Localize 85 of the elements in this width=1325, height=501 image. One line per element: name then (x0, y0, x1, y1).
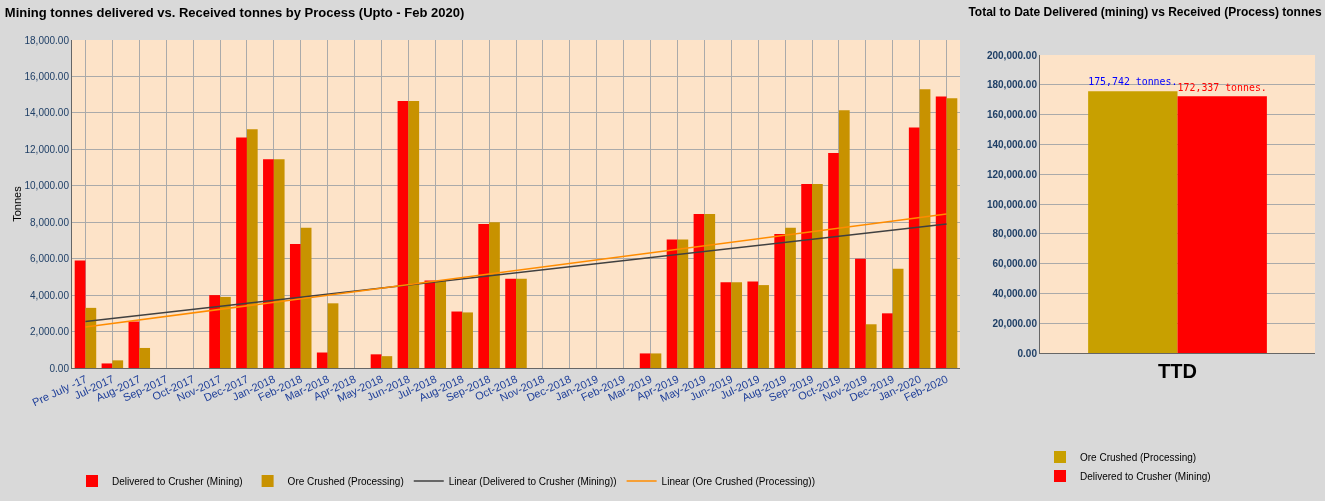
bar (774, 234, 786, 368)
bar (273, 159, 285, 368)
bar (801, 183, 812, 368)
legend-label: Ore Crushed (Processing) (1080, 451, 1197, 463)
legend-label: Linear (Delivered to Crusher (Mining)) (448, 475, 617, 487)
bar (289, 244, 301, 368)
bar (704, 214, 716, 368)
bar (516, 278, 527, 368)
y-tick-label: 10,000.00 (24, 180, 70, 192)
bar (397, 101, 409, 368)
bar (666, 239, 678, 368)
bar (300, 227, 312, 368)
bar (209, 295, 220, 368)
bar (908, 127, 920, 368)
bar (139, 347, 151, 368)
data-label: 175,742 tonnes. (1088, 76, 1178, 88)
bar (462, 312, 473, 368)
bar (435, 280, 447, 368)
y-axis-title: Tonnes (11, 185, 24, 222)
bar (731, 282, 743, 368)
y-tick-label: 4,000.00 (30, 289, 70, 301)
chart-title: Mining tonnes delivered vs. Received tonnes by Process (Upto - Feb 2020) (4, 4, 465, 20)
y-tick-label: 140,000.00 (986, 138, 1038, 150)
y-tick-label: 100,000.00 (986, 198, 1038, 210)
y-tick-label: 16,000.00 (24, 70, 70, 82)
y-tick-label: 80,000.00 (992, 228, 1038, 240)
bar (263, 159, 274, 368)
bar (838, 110, 850, 368)
y-tick-label: 60,000.00 (992, 258, 1038, 270)
y-tick-label: 20,000.00 (992, 317, 1038, 329)
y-tick-label: 0.00 (49, 362, 70, 374)
bar (370, 354, 382, 368)
bar (220, 296, 231, 368)
bar (489, 222, 500, 368)
y-tick-label: 180,000.00 (986, 79, 1038, 91)
bar (812, 183, 823, 368)
bar (677, 239, 689, 368)
bar (327, 303, 339, 368)
y-tick-label: 120,000.00 (986, 168, 1038, 180)
y-tick-label: 12,000.00 (24, 143, 70, 155)
legend-label: Linear (Ore Crushed (Processing)) (661, 475, 815, 487)
y-tick-label: 2,000.00 (30, 326, 70, 338)
y-tick-label: 200,000.00 (986, 49, 1038, 61)
bar (85, 307, 97, 368)
data-label: 172,337 tonnes. (1177, 81, 1267, 93)
bar (451, 311, 463, 368)
y-tick-label: 14,000.00 (24, 107, 70, 119)
bar (758, 285, 769, 368)
legend-label: Delivered to Crusher (Mining) (1080, 470, 1211, 482)
bar (246, 129, 258, 368)
bar (828, 152, 839, 368)
y-tick-label: 18,000.00 (24, 34, 70, 46)
bar (892, 268, 904, 368)
bar (650, 353, 662, 368)
y-tick-label: 160,000.00 (986, 109, 1038, 121)
x-tick-label: TTD (1158, 360, 1197, 382)
legend-label: Ore Crushed (Processing) (287, 475, 404, 487)
bar (101, 363, 113, 368)
bar (747, 281, 759, 368)
legend-label: Delivered to Crusher (Mining) (112, 475, 243, 487)
y-tick-label: 40,000.00 (992, 287, 1038, 299)
bar (424, 280, 436, 368)
bar (74, 260, 86, 368)
bar (919, 89, 931, 368)
bar (720, 282, 732, 368)
bar (935, 96, 947, 368)
y-tick-label: 6,000.00 (30, 253, 70, 265)
bar (112, 360, 124, 368)
chart-title: Total to Date Delivered (mining) vs Received (Process) tonnes (968, 4, 1322, 19)
bar (881, 313, 893, 368)
y-tick-label: 8,000.00 (30, 216, 70, 228)
bar (128, 321, 140, 368)
bar (408, 101, 420, 368)
bar (478, 224, 490, 368)
bar (639, 353, 651, 368)
bar (381, 356, 393, 368)
bar (946, 98, 958, 368)
bar (785, 227, 796, 368)
bar (865, 324, 877, 368)
bar (505, 278, 516, 368)
y-tick-label: 0.00 (1017, 347, 1038, 359)
bar (316, 352, 328, 368)
bar (693, 214, 705, 368)
bar (855, 258, 866, 368)
bar (236, 137, 247, 368)
